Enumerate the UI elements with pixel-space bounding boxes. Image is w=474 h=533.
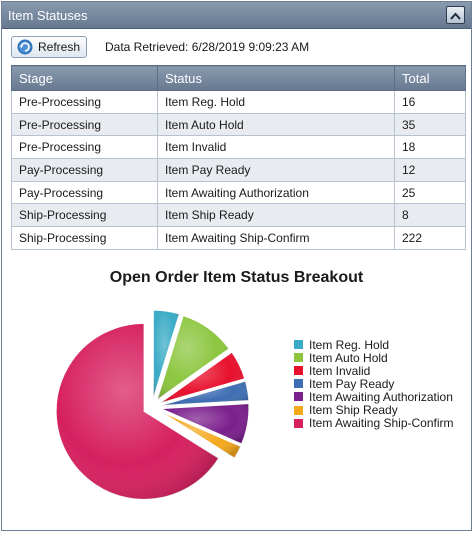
data-retrieved-value: 6/28/2019 9:09:23 AM xyxy=(191,40,310,54)
legend-item[interactable]: Item Invalid xyxy=(294,363,454,378)
legend-label: Item Auto Hold xyxy=(309,350,388,365)
table-row[interactable]: Pre-Processing Item Reg. Hold 16 xyxy=(11,90,466,114)
legend-swatch xyxy=(294,379,303,389)
panel-header: Item Statuses xyxy=(2,2,471,29)
column-header-total[interactable]: Total xyxy=(394,65,466,91)
table-row[interactable]: Ship-Processing Item Ship Ready 8 xyxy=(11,203,466,228)
legend-label: Item Invalid xyxy=(309,363,371,378)
chart-legend: Item Reg. Hold Item Auto Hold Item Invalid… xyxy=(294,338,454,430)
legend-swatch xyxy=(294,405,303,415)
cell-status: Item Awaiting Ship-Confirm xyxy=(157,226,395,250)
legend-item[interactable]: Item Reg. Hold xyxy=(294,337,454,352)
cell-total: 25 xyxy=(394,180,466,205)
cell-status: Item Pay Ready xyxy=(157,158,395,182)
table-row[interactable]: Pre-Processing Item Invalid 18 xyxy=(11,135,466,160)
cell-stage: Pre-Processing xyxy=(11,90,158,114)
legend-item[interactable]: Item Ship Ready xyxy=(294,403,454,418)
chart-title: Open Order Item Status Breakout xyxy=(109,269,364,286)
table-row[interactable]: Ship-Processing Item Awaiting Ship-Confi… xyxy=(11,226,466,250)
legend-swatch xyxy=(294,418,303,428)
data-retrieved-label: Data Retrieved: xyxy=(105,40,189,54)
column-header-status[interactable]: Status xyxy=(157,65,395,91)
column-header-stage[interactable]: Stage xyxy=(11,65,158,91)
table-row[interactable]: Pay-Processing Item Pay Ready 12 xyxy=(11,158,466,182)
legend-item[interactable]: Item Pay Ready xyxy=(294,376,454,391)
legend-swatch xyxy=(294,340,303,350)
legend-swatch xyxy=(294,366,303,376)
cell-stage: Ship-Processing xyxy=(11,226,158,250)
data-retrieved: Data Retrieved: 6/28/2019 9:09:23 AM xyxy=(105,40,309,54)
panel-title: Item Statuses xyxy=(8,8,88,23)
cell-total: 16 xyxy=(394,90,466,114)
cell-status: Item Invalid xyxy=(157,135,395,160)
legend-label: Item Pay Ready xyxy=(309,376,395,391)
cell-status: Item Reg. Hold xyxy=(157,90,395,114)
refresh-icon xyxy=(17,39,33,55)
collapse-button[interactable] xyxy=(446,6,465,24)
legend-label: Item Awaiting Authorization xyxy=(309,389,453,404)
cell-total: 222 xyxy=(394,226,466,250)
legend-swatch xyxy=(294,353,303,363)
refresh-button[interactable]: Refresh xyxy=(11,36,87,58)
legend-label: Item Ship Ready xyxy=(309,403,398,418)
legend-swatch xyxy=(294,392,303,402)
chevron-up-icon xyxy=(450,12,461,20)
legend-label: Item Reg. Hold xyxy=(309,337,390,352)
cell-stage: Pay-Processing xyxy=(11,180,158,205)
legend-label: Item Awaiting Ship-Confirm xyxy=(309,416,454,431)
refresh-label: Refresh xyxy=(38,40,81,54)
cell-stage: Pay-Processing xyxy=(11,158,158,182)
legend-item[interactable]: Item Awaiting Ship-Confirm xyxy=(294,416,454,431)
cell-status: Item Awaiting Authorization xyxy=(157,180,395,205)
cell-status: Item Ship Ready xyxy=(157,203,395,228)
table-header-row: Stage Status Total xyxy=(11,65,466,91)
cell-total: 8 xyxy=(394,203,466,228)
cell-total: 12 xyxy=(394,158,466,182)
status-table: Stage Status Total Pre-Processing Item R… xyxy=(11,65,466,250)
table-row[interactable]: Pay-Processing Item Awaiting Authorizati… xyxy=(11,180,466,205)
legend-item[interactable]: Item Auto Hold xyxy=(294,350,454,365)
legend-item[interactable]: Item Awaiting Authorization xyxy=(294,389,454,404)
